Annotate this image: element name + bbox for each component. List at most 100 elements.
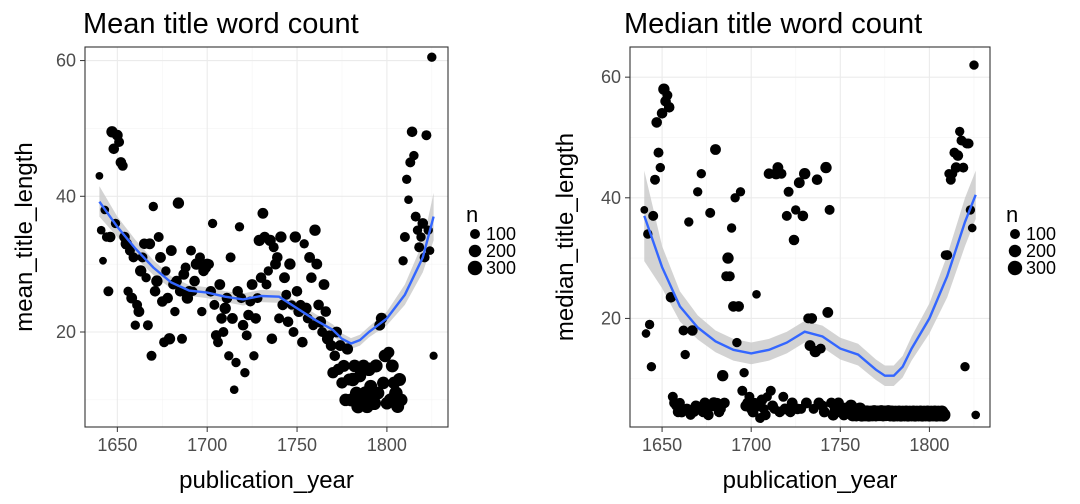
panel-border <box>629 46 991 428</box>
data-point <box>117 160 128 171</box>
data-point <box>151 275 163 287</box>
data-point <box>383 346 395 359</box>
data-point <box>640 206 649 214</box>
data-point <box>114 137 125 147</box>
data-point <box>788 234 800 246</box>
legend-title: n <box>1006 202 1018 227</box>
data-point <box>765 385 776 396</box>
scatter-points <box>95 52 438 414</box>
smooth-trend-line <box>643 194 977 377</box>
data-point <box>289 231 301 243</box>
data-point <box>371 386 385 400</box>
data-point <box>421 130 432 141</box>
data-point <box>799 168 811 180</box>
x-tick-label: 1700 <box>187 435 227 455</box>
data-point <box>705 207 716 218</box>
data-point <box>311 258 323 270</box>
data-point <box>240 368 250 378</box>
data-point <box>246 279 258 290</box>
data-point <box>737 385 748 396</box>
data-point <box>204 259 214 270</box>
data-point <box>348 359 361 373</box>
data-point <box>651 117 662 128</box>
data-point <box>952 150 964 161</box>
data-point <box>163 333 176 345</box>
x-tick-label: 1800 <box>367 435 407 455</box>
legend-key <box>470 229 480 239</box>
data-point <box>791 205 801 215</box>
data-point <box>662 90 673 101</box>
data-point <box>960 362 970 372</box>
data-point <box>717 370 729 382</box>
data-point <box>250 313 261 324</box>
legend-label: 300 <box>1026 258 1056 278</box>
data-point <box>195 252 205 263</box>
y-axis-title: median_title_length <box>552 133 579 341</box>
data-point <box>726 223 737 233</box>
data-point <box>144 238 156 250</box>
data-point <box>170 306 180 317</box>
data-point <box>680 349 690 360</box>
data-point <box>703 409 714 421</box>
legend-key <box>467 260 483 276</box>
data-point <box>822 306 834 318</box>
data-point <box>341 343 354 355</box>
data-point <box>776 168 787 179</box>
data-point <box>369 359 383 373</box>
data-point <box>353 369 367 383</box>
plot-panel <box>630 47 990 427</box>
data-point <box>274 313 285 324</box>
x-tick-label: 1800 <box>909 435 949 455</box>
data-point <box>257 207 269 219</box>
data-point <box>172 197 185 209</box>
data-point <box>329 350 341 362</box>
chart-title: Mean title word count <box>83 8 359 40</box>
chart-panel-2: 1650 1700 1750 1800 20 40 60 Median title word … <box>552 8 1056 494</box>
data-point <box>655 162 665 173</box>
data-point <box>967 223 977 233</box>
legend-key <box>1007 260 1023 276</box>
data-point <box>268 242 279 253</box>
data-point <box>811 174 823 185</box>
data-point <box>186 245 196 256</box>
data-point <box>678 325 689 336</box>
x-tick-label: 1700 <box>731 435 771 455</box>
data-point <box>644 319 655 330</box>
data-point <box>429 351 438 360</box>
data-point <box>325 340 337 352</box>
data-point <box>226 312 238 324</box>
data-point <box>148 201 158 212</box>
data-point <box>735 187 746 197</box>
data-point <box>404 195 413 205</box>
legend-key <box>1008 244 1022 258</box>
data-point <box>95 172 104 180</box>
data-point <box>216 313 227 324</box>
data-point <box>224 351 234 361</box>
data-point <box>261 279 272 290</box>
data-point <box>793 177 805 189</box>
data-point <box>219 302 231 314</box>
data-point <box>279 272 290 284</box>
y-tick-label: 20 <box>601 308 621 328</box>
data-point <box>942 250 953 261</box>
data-point <box>281 289 292 300</box>
y-tick-label: 20 <box>56 322 76 342</box>
data-point <box>663 102 675 113</box>
data-point <box>225 252 236 263</box>
legend-label: 200 <box>1026 241 1056 261</box>
data-point <box>395 393 408 407</box>
data-point <box>104 231 116 243</box>
legend-label: 100 <box>486 224 516 244</box>
data-point <box>214 279 226 290</box>
data-point <box>653 147 664 158</box>
legend-key <box>1010 229 1020 239</box>
data-point <box>377 376 390 390</box>
data-point <box>936 408 951 422</box>
x-tick-label: 1750 <box>820 435 860 455</box>
data-point <box>693 187 703 197</box>
data-point <box>306 272 317 283</box>
data-point <box>141 273 151 283</box>
chart-title: Median title word count <box>624 8 922 40</box>
data-point <box>963 138 974 149</box>
